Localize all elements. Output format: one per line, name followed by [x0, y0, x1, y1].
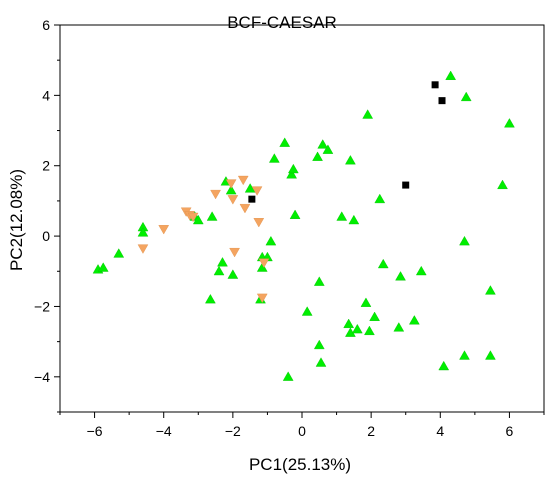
x-tick-label: −6 [87, 423, 103, 439]
data-point-triangle-up [268, 153, 280, 163]
data-point-square [248, 195, 256, 203]
data-point-triangle-up [205, 294, 216, 304]
y-tick-label: −2 [34, 298, 50, 314]
data-point-triangle-up [374, 193, 386, 204]
data-point-triangle-up [315, 357, 327, 367]
data-point-triangle-up [393, 322, 405, 332]
data-points [92, 70, 515, 381]
data-point-triangle-up [279, 137, 291, 147]
data-point-triangle-up [445, 70, 457, 80]
data-point-triangle-up [459, 235, 470, 246]
data-point-triangle-up [351, 323, 363, 334]
data-point-triangle-up [313, 276, 325, 286]
data-point-triangle-up [362, 109, 374, 119]
data-point-triangle-up [377, 258, 389, 269]
data-point-triangle-up [227, 269, 239, 279]
data-point-triangle-up [225, 184, 237, 195]
y-tick-label: 2 [42, 158, 50, 174]
data-point-triangle-up [360, 297, 372, 307]
data-point-triangle-up [192, 214, 204, 225]
x-axis-title: PC1(25.13%) [249, 455, 351, 474]
data-point-triangle-up [460, 91, 472, 102]
data-point-triangle-down [158, 225, 170, 235]
data-point-triangle-up [317, 139, 329, 149]
data-point-square [431, 81, 439, 89]
data-point-triangle-down [239, 203, 251, 214]
data-point-triangle-down [229, 247, 240, 258]
data-point-triangle-up [265, 235, 277, 246]
data-point-triangle-up [286, 169, 297, 179]
data-point-triangle-up [348, 214, 360, 225]
x-tick-label: −2 [225, 423, 241, 439]
data-point-triangle-up [137, 227, 149, 237]
data-point-triangle-up [301, 306, 313, 316]
data-point-triangle-up [113, 248, 125, 258]
data-point-triangle-up [282, 371, 294, 381]
data-point-triangle-down [137, 244, 149, 254]
data-point-triangle-up [213, 265, 225, 276]
data-point-triangle-up [485, 285, 496, 295]
data-point-triangle-up [322, 144, 334, 154]
data-point-triangle-down [227, 195, 239, 205]
data-point-triangle-up [312, 151, 323, 161]
data-point-triangle-up [206, 211, 218, 221]
data-point-triangle-down [258, 258, 270, 268]
data-point-triangle-up [336, 211, 348, 221]
data-point-triangle-up [504, 118, 515, 128]
data-point-triangle-up [459, 350, 470, 360]
data-point-triangle-down [187, 212, 199, 223]
y-tick-label: −4 [34, 369, 50, 385]
data-point-square [402, 181, 410, 189]
data-point-triangle-up [438, 360, 450, 371]
y-tick-label: 6 [42, 17, 50, 33]
data-point-triangle-up [485, 350, 496, 360]
data-point-triangle-up [364, 325, 375, 336]
data-point-triangle-up [97, 262, 109, 272]
data-point-triangle-up [256, 262, 268, 272]
y-tick-label: 0 [42, 228, 50, 244]
data-point-triangle-up [369, 311, 380, 321]
axis-ticks: −6 −4 −2 0 2 4 6 −4 −2 0 2 4 6 [34, 17, 545, 439]
data-point-triangle-down [251, 186, 263, 196]
x-tick-label: 4 [436, 423, 444, 439]
data-point-triangle-down [253, 218, 265, 228]
data-point-triangle-up [345, 155, 356, 165]
data-point-triangle-up [288, 163, 299, 174]
x-tick-label: 0 [298, 423, 306, 439]
data-point-triangle-up [409, 315, 420, 325]
data-point-square [438, 97, 446, 105]
data-point-triangle-up [289, 209, 301, 219]
x-tick-label: −4 [156, 423, 172, 439]
y-axis-title: PC2(12.08%) [7, 169, 26, 271]
y-tick-label: 4 [42, 87, 50, 103]
data-point-triangle-down [256, 293, 268, 304]
data-point-triangle-down [225, 179, 237, 189]
data-point-triangle-up [217, 257, 228, 267]
x-tick-label: 6 [506, 423, 514, 439]
data-point-triangle-up [343, 318, 355, 328]
data-point-triangle-up [395, 271, 406, 281]
data-point-triangle-up [415, 265, 427, 276]
chart-title: BCF-CAESAR [227, 13, 337, 32]
x-tick-label: 2 [367, 423, 375, 439]
data-point-triangle-up [497, 179, 508, 190]
data-point-triangle-down [210, 189, 221, 200]
data-point-triangle-up [313, 339, 325, 350]
plot-frame [59, 24, 545, 413]
data-point-triangle-down [237, 175, 249, 186]
